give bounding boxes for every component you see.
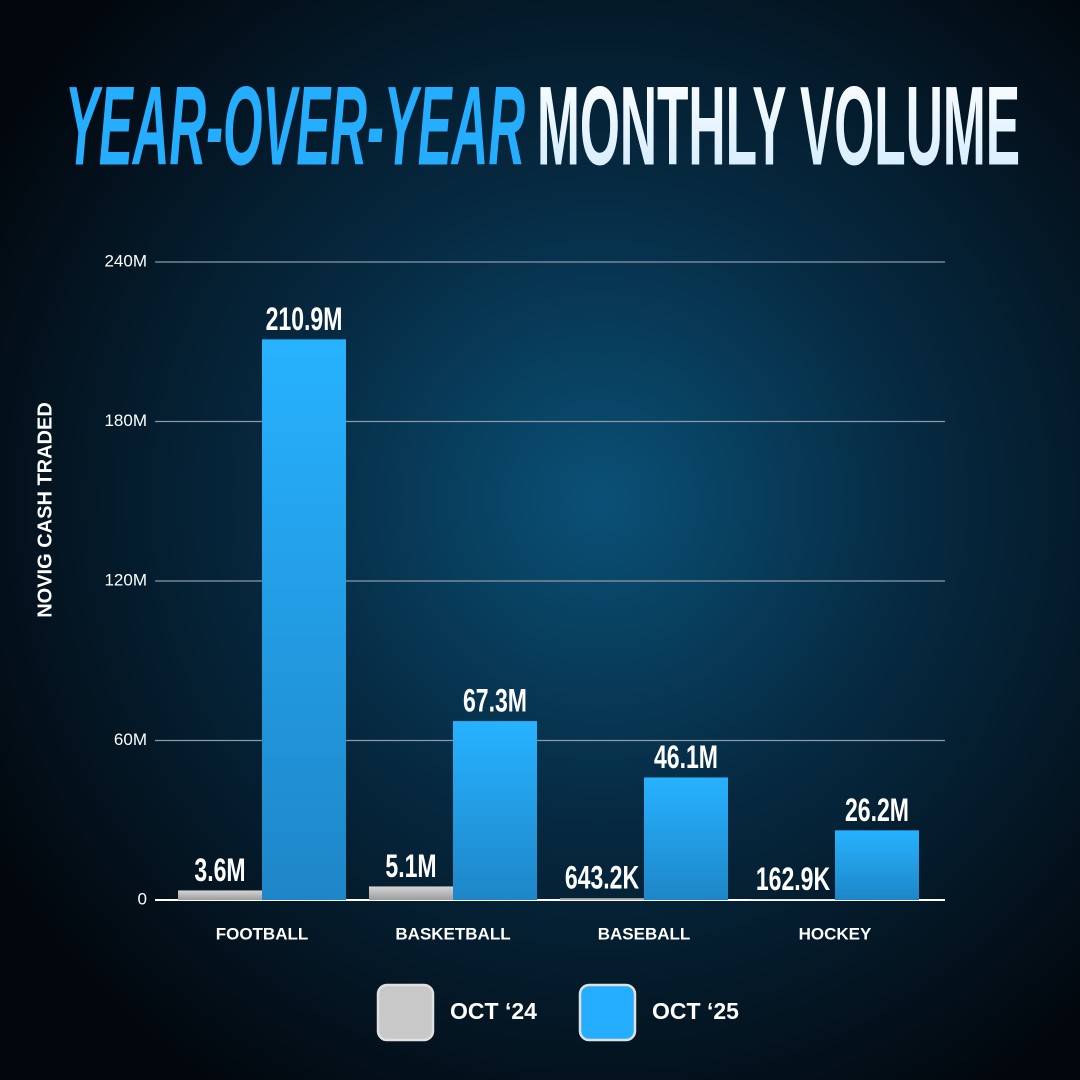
title: MONTHLY VOLUME [537,64,1020,189]
value-label: 643.2K [565,860,639,896]
bar [835,830,919,900]
x-tick-label: BASEBALL [598,924,691,943]
bar [560,898,644,900]
y-tick-label: 0 [138,889,147,908]
bar [453,721,537,900]
value-label: 210.9M [266,301,343,337]
plot: 0 60M 120M 180M 240M FOOTBALL 3.6M 210.9M BASKET… [104,251,945,943]
legend-swatch [376,983,435,1042]
x-tick-label: HOCKEY [799,924,872,943]
title-highlight: YEAR-OVER-YEAR [65,64,525,189]
value-label: 3.6M [194,852,245,888]
legend: OCT ‘24 OCT ‘25 [376,983,739,1042]
bar [262,339,346,900]
bar [178,890,262,900]
legend-label: OCT ‘24 [450,998,537,1024]
y-tick-label: 180M [104,411,147,430]
bar [369,886,453,900]
y-tick-label: 240M [104,251,147,270]
value-label: 46.1M [654,739,718,775]
value-label: 67.3M [463,683,527,719]
legend-swatch [578,983,637,1042]
y-tick-label: 60M [114,730,147,749]
x-tick-label: BASKETBALL [395,924,510,943]
y-tick-label: 120M [104,570,147,589]
value-label: 26.2M [845,792,909,828]
legend-label: OCT ‘25 [652,998,739,1024]
y-axis-label: NOVIG CASH TRADED [34,402,56,618]
value-label: 5.1M [385,848,436,884]
bar [644,777,728,900]
x-tick-label: FOOTBALL [216,924,309,943]
value-label: 162.9K [756,861,830,897]
